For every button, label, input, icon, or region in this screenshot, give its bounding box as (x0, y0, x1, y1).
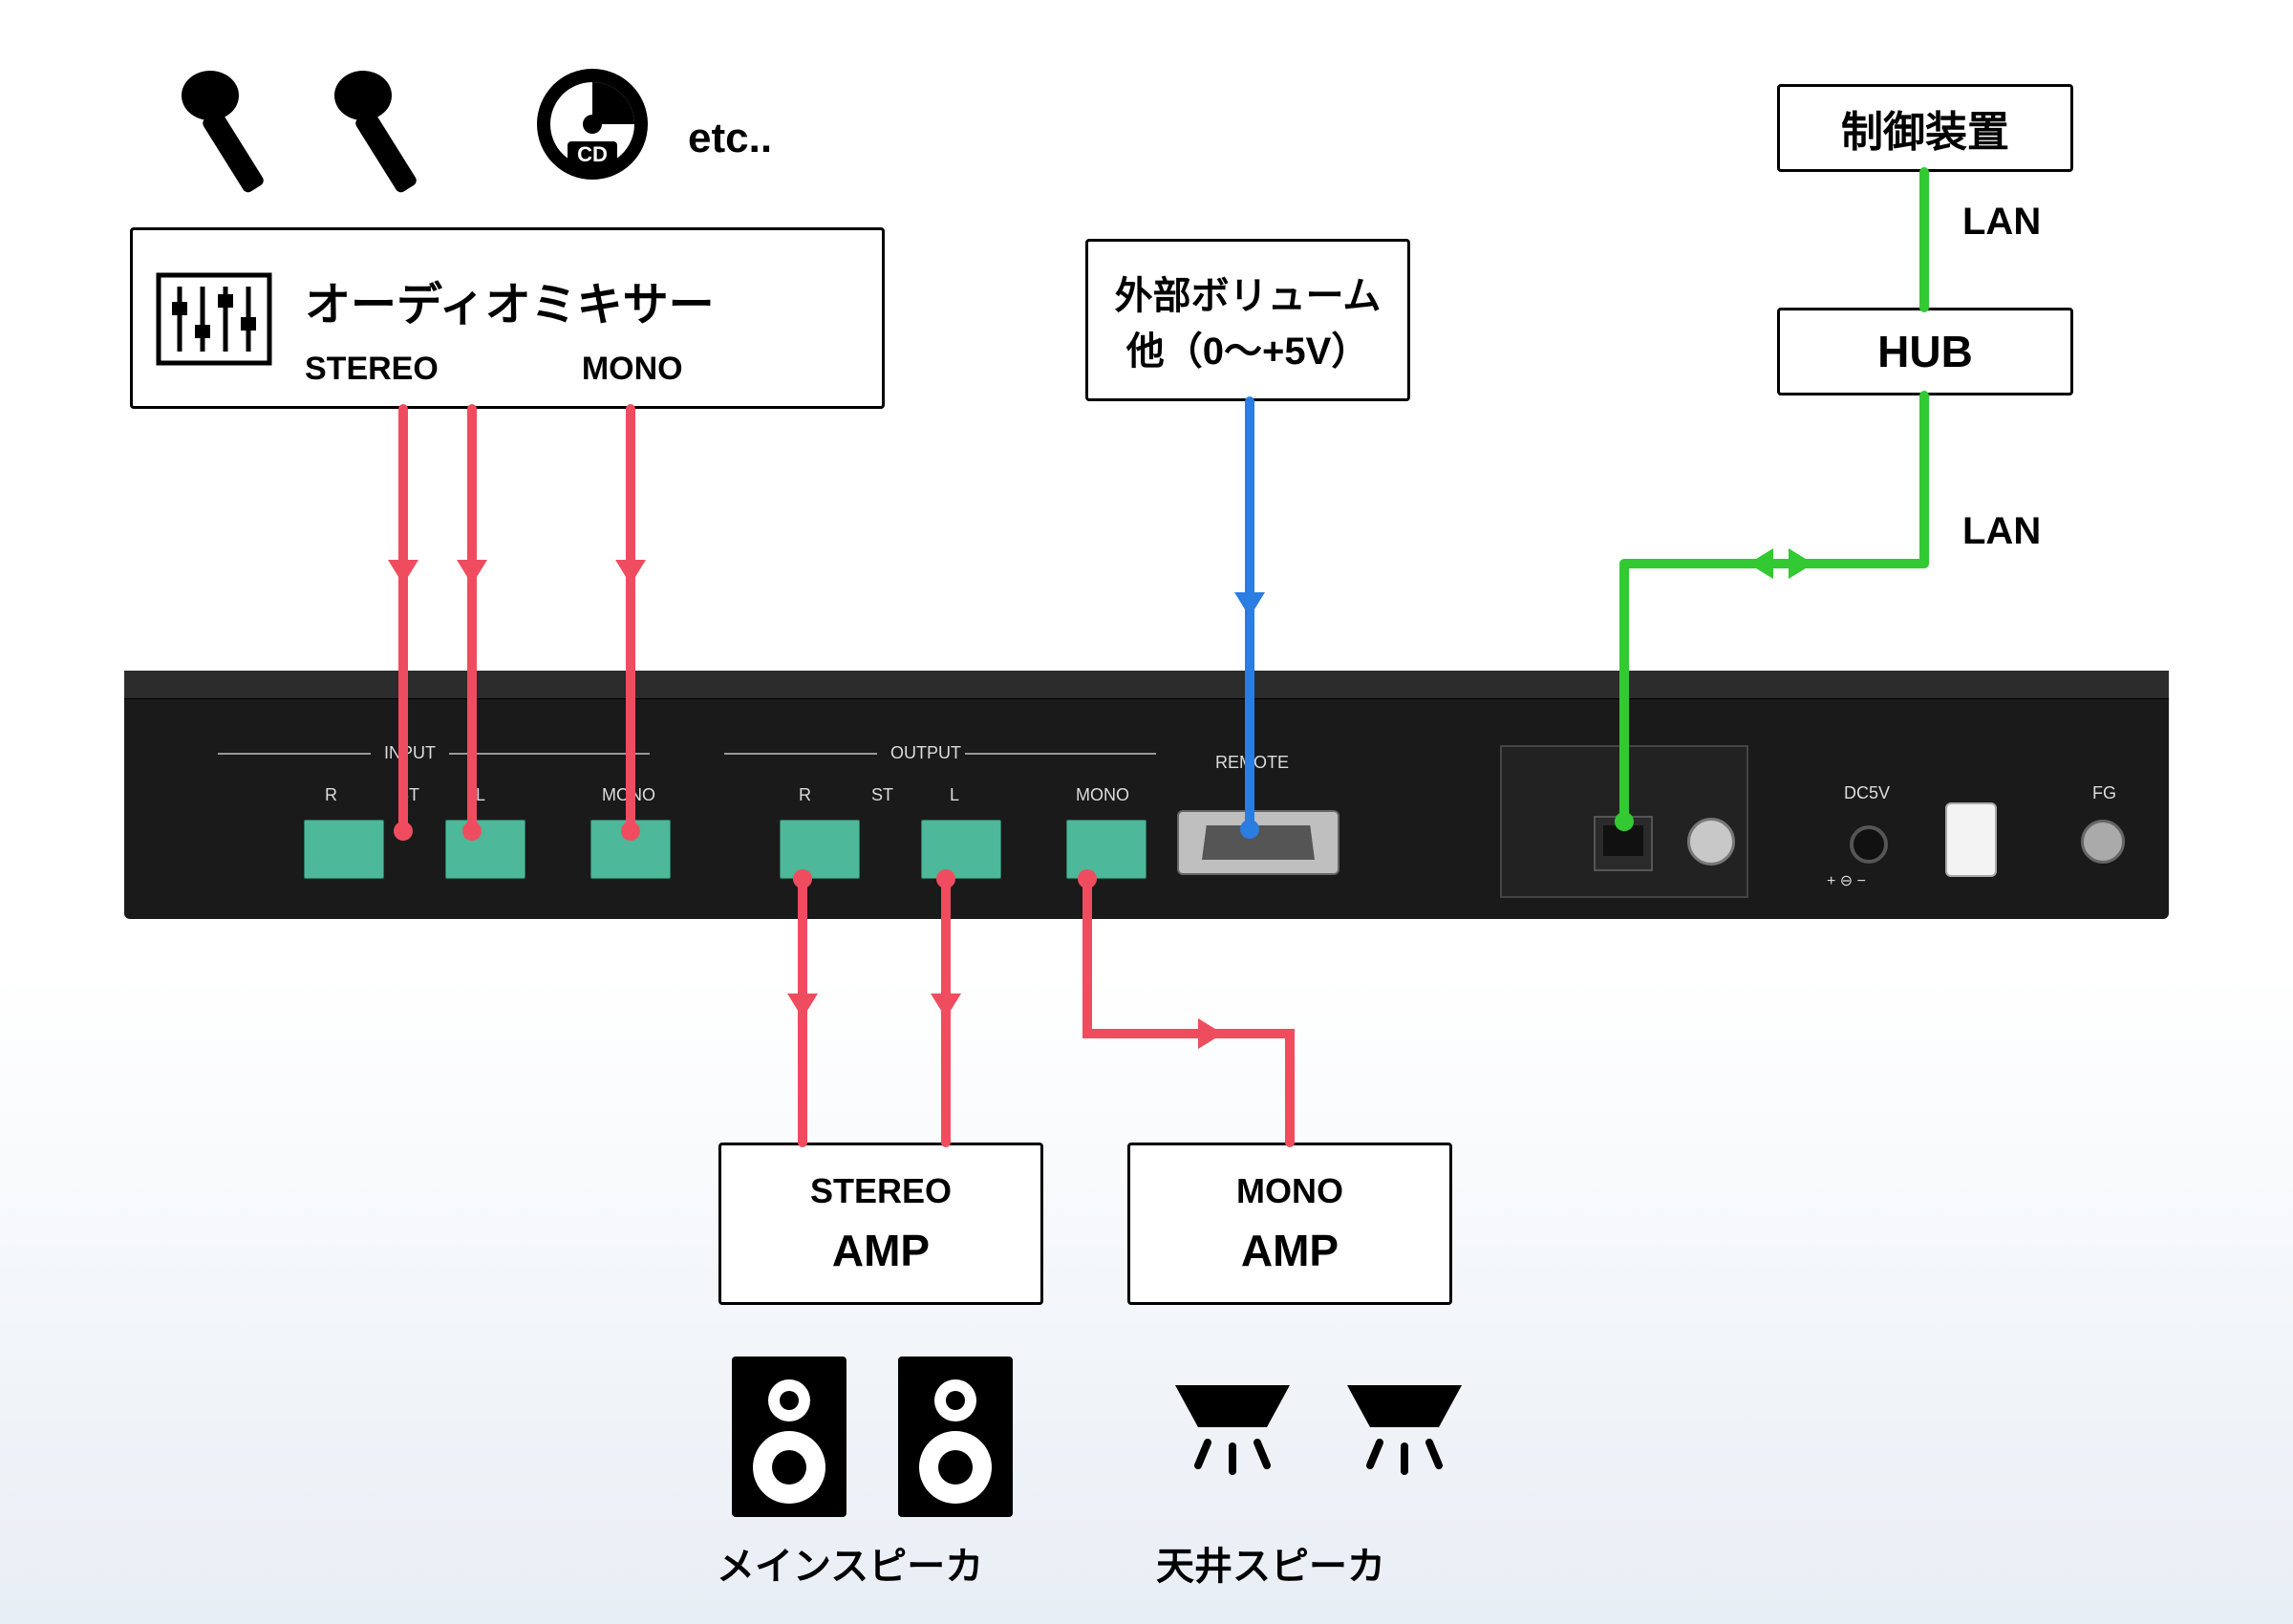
speaker-icon (732, 1357, 846, 1517)
mic-icon (182, 71, 266, 195)
port-lan-rj45 (1594, 816, 1653, 871)
panel-out-mono: MONO (1076, 785, 1129, 805)
panel-dc5v-label: DC5V (1844, 783, 1890, 803)
mixer-sub-mono: MONO (582, 351, 683, 388)
port-dc5v (1850, 825, 1888, 864)
amp-mono-line1: MONO (1236, 1171, 1343, 1211)
port-remote-dsub (1177, 810, 1339, 875)
panel-in-mono: MONO (602, 785, 655, 805)
panel-in-st: ST (397, 785, 419, 805)
panel-output-label: OUTPUT (890, 743, 961, 763)
panel-input-line-left (218, 753, 371, 755)
panel-output-line-right (965, 753, 1156, 755)
ceiling-speaker-icon (1347, 1385, 1462, 1471)
panel-fg-label: FG (2092, 783, 2116, 803)
port-fg-screw (2081, 820, 2125, 864)
label-ceiling-speaker: 天井スピーカ (1156, 1535, 1385, 1591)
label-main-speaker: メインスピーカ (717, 1535, 983, 1591)
box-amp-stereo: STEREO AMP (718, 1143, 1043, 1305)
box-ext-volume: 外部ボリューム 他（0～+5V） (1085, 239, 1410, 401)
box-controller: 制御装置 (1777, 84, 2073, 172)
controller-label: 制御装置 (1841, 97, 2009, 159)
label-lan2: LAN (1962, 510, 2041, 553)
svg-text:CD: CD (577, 142, 608, 166)
ceiling-speaker-icon (1175, 1385, 1290, 1471)
connector-out-r (780, 820, 860, 879)
cd-icon: CD (537, 69, 648, 180)
connector-out-l (921, 820, 1001, 879)
box-hub: HUB (1777, 308, 2073, 395)
box-amp-mono: MONO AMP (1127, 1143, 1452, 1305)
panel-in-r: R (325, 785, 337, 805)
ext-volume-line2: 他（0～+5V） (1126, 320, 1370, 375)
amp-stereo-line2: AMP (832, 1225, 930, 1276)
amp-mono-line2: AMP (1241, 1225, 1339, 1276)
speaker-icon (898, 1357, 1013, 1517)
mic-icon (334, 71, 418, 195)
connector-in-mono (590, 820, 671, 879)
panel-output-line-left (724, 753, 877, 755)
label-etc: etc.. (688, 115, 772, 162)
panel-input-line-right (449, 753, 650, 755)
ext-volume-line1: 外部ボリューム (1115, 265, 1382, 320)
box-audio-mixer: オーディオミキサー STEREO MONO (130, 227, 885, 409)
panel-in-l: L (476, 785, 485, 805)
panel-out-l: L (950, 785, 959, 805)
connector-out-mono (1066, 820, 1146, 879)
label-lan1: LAN (1962, 201, 2041, 244)
port-lan-bnc (1687, 818, 1735, 865)
hub-label: HUB (1877, 326, 1973, 377)
mixer-sub-stereo: STEREO (305, 351, 439, 388)
connector-in-l (445, 820, 525, 879)
box-audio-mixer-title: オーディオミキサー (305, 267, 715, 333)
panel-input-label: INPUT (384, 743, 436, 763)
panel-dc-polarity: + ⊖ − (1827, 871, 1866, 890)
port-switch (1945, 802, 1997, 877)
panel-out-st: ST (871, 785, 893, 805)
amp-stereo-line1: STEREO (810, 1171, 952, 1211)
connector-in-r (304, 820, 384, 879)
panel-remote-label: REMOTE (1215, 753, 1289, 773)
panel-out-r: R (799, 785, 811, 805)
